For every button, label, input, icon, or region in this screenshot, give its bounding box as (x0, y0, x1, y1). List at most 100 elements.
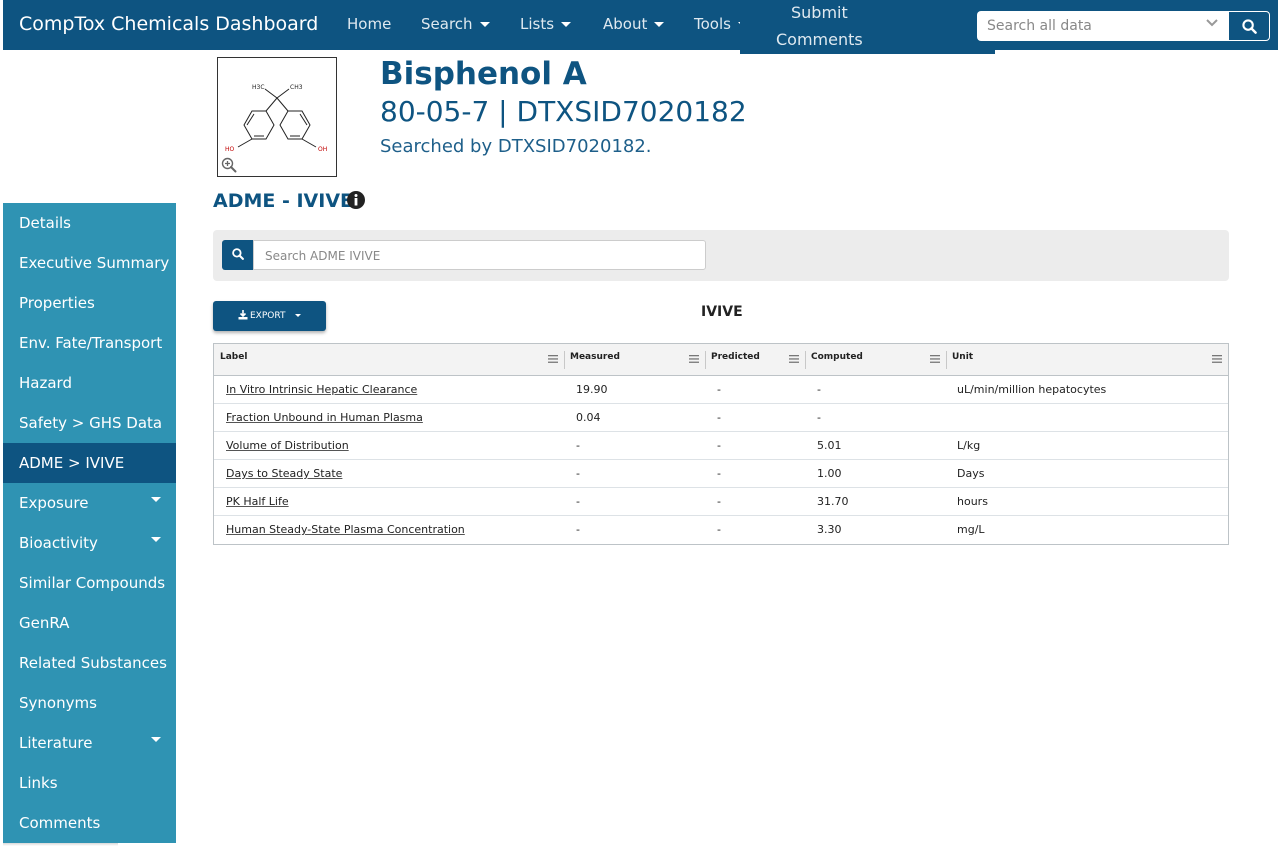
sidebar-item-synonyms[interactable]: Synonyms (3, 683, 176, 723)
sidebar-item-label: Bioactivity (19, 534, 98, 552)
cell-predicted: - (717, 439, 721, 452)
sidebar-item-literature[interactable]: Literature (3, 723, 176, 763)
search-icon (232, 248, 244, 260)
sidebar-item-label: Hazard (19, 374, 72, 392)
info-circle-icon[interactable] (346, 190, 366, 210)
caret-down-icon (295, 314, 301, 317)
row-label-link[interactable]: Volume of Distribution (226, 439, 349, 452)
cell-predicted: - (717, 467, 721, 480)
submit-label-line1: Submit (791, 3, 848, 22)
brand-title[interactable]: CompTox Chemicals Dashboard (19, 13, 319, 35)
submit-label-line2: Comments (776, 30, 863, 49)
sidebar-item-similar-compounds[interactable]: Similar Compounds (3, 563, 176, 603)
chemical-structure-image[interactable]: H3C CH3 HO OH (217, 57, 337, 177)
caret-down-icon[interactable] (151, 497, 161, 502)
sidebar-nav: Details Executive Summary Properties Env… (3, 203, 176, 843)
row-label-link[interactable]: Fraction Unbound in Human Plasma (226, 411, 423, 424)
sidebar-item-bioactivity[interactable]: Bioactivity (3, 523, 176, 563)
cell-measured: - (576, 439, 580, 452)
column-separator[interactable] (705, 351, 706, 369)
sidebar-item-safety-ghs[interactable]: Safety > GHS Data (3, 403, 176, 443)
section-search-button[interactable] (222, 240, 253, 270)
sidebar-item-label: Properties (19, 294, 95, 312)
nav-about-dropdown[interactable]: About (603, 15, 665, 33)
nav-home[interactable]: Home (347, 15, 392, 33)
nav-tools-label: Tools (694, 15, 731, 33)
global-search-input[interactable] (987, 15, 1187, 37)
column-menu-icon[interactable] (1212, 355, 1222, 363)
section-search-panel (213, 230, 1229, 281)
sidebar-item-label: Env. Fate/Transport (19, 334, 163, 352)
table-row: Fraction Unbound in Human Plasma 0.04 - … (214, 404, 1228, 432)
column-separator[interactable] (805, 351, 806, 369)
sidebar-item-links[interactable]: Links (3, 763, 176, 803)
sidebar-item-executive-summary[interactable]: Executive Summary (3, 243, 176, 283)
nav-lists-dropdown[interactable]: Lists (520, 15, 572, 33)
sidebar-item-label: ADME > IVIVE (19, 454, 125, 472)
cell-unit: uL/min/million hepatocytes (957, 383, 1107, 396)
caret-down-icon (479, 22, 490, 27)
cell-unit: hours (957, 495, 988, 508)
cell-measured: - (576, 523, 580, 536)
export-button[interactable]: EXPORT (213, 301, 326, 331)
table-row: In Vitro Intrinsic Hepatic Clearance 19.… (214, 376, 1228, 404)
sidebar-item-properties[interactable]: Properties (3, 283, 176, 323)
column-header-unit[interactable]: Unit (946, 344, 1228, 375)
column-header-text: Predicted (711, 352, 760, 362)
column-header-measured[interactable]: Measured (564, 344, 705, 375)
row-label-link[interactable]: In Vitro Intrinsic Hepatic Clearance (226, 383, 418, 396)
sidebar-item-genra[interactable]: GenRA (3, 603, 176, 643)
sidebar-item-adme-ivive[interactable]: ADME > IVIVE (3, 443, 176, 483)
nav-about-label: About (603, 15, 648, 33)
section-search-input[interactable] (265, 247, 685, 264)
column-header-label[interactable]: Label (214, 344, 564, 375)
caret-down-icon[interactable] (151, 737, 161, 742)
chevron-down-icon[interactable] (1206, 17, 1218, 29)
column-header-computed[interactable]: Computed (805, 344, 946, 375)
table-row: PK Half Life - - 31.70 hours (214, 488, 1228, 516)
sidebar-item-label: Literature (19, 734, 93, 752)
compound-name: Bisphenol A (380, 56, 587, 92)
cell-computed: - (817, 383, 821, 396)
cell-computed: - (817, 411, 821, 424)
download-icon (238, 310, 248, 320)
caret-down-icon[interactable] (151, 537, 161, 542)
cell-measured: 0.04 (576, 411, 601, 424)
column-menu-icon[interactable] (548, 355, 558, 363)
sidebar-item-label: Details (19, 214, 72, 232)
global-search-box (977, 11, 1228, 41)
cell-computed: 3.30 (817, 523, 842, 536)
sidebar-item-related-substances[interactable]: Related Substances (3, 643, 176, 683)
label-h3c: H3C (252, 84, 265, 91)
sidebar-shadow (3, 843, 118, 846)
sidebar-item-env-fate-transport[interactable]: Env. Fate/Transport (3, 323, 176, 363)
row-label-link[interactable]: PK Half Life (226, 495, 289, 508)
sidebar-item-label: Comments (19, 814, 101, 832)
label-ch3: CH3 (290, 84, 303, 91)
column-menu-icon[interactable] (930, 355, 940, 363)
top-navbar: CompTox Chemicals Dashboard Home Search … (3, 0, 1278, 54)
column-header-text: Unit (952, 352, 974, 362)
row-label-link[interactable]: Days to Steady State (226, 467, 343, 480)
sidebar-item-comments[interactable]: Comments (3, 803, 176, 843)
search-icon (1242, 19, 1257, 34)
nav-search-dropdown[interactable]: Search (421, 15, 490, 33)
zoom-in-icon[interactable] (221, 157, 237, 173)
label-ho: HO (225, 146, 235, 153)
sidebar-item-exposure[interactable]: Exposure (3, 483, 176, 523)
column-menu-icon[interactable] (789, 355, 799, 363)
sidebar-item-details[interactable]: Details (3, 203, 176, 243)
column-separator[interactable] (564, 351, 565, 369)
sidebar-item-hazard[interactable]: Hazard (3, 363, 176, 403)
row-label-link[interactable]: Human Steady-State Plasma Concentration (226, 523, 465, 536)
column-header-text: Computed (811, 352, 863, 362)
section-search-field (253, 240, 706, 270)
column-separator[interactable] (946, 351, 947, 369)
column-header-predicted[interactable]: Predicted (705, 344, 805, 375)
global-search-button[interactable] (1228, 11, 1270, 41)
table-row: Human Steady-State Plasma Concentration … (214, 516, 1228, 544)
sidebar-item-label: Exposure (19, 494, 89, 512)
submit-comments-button[interactable]: Submit Comments (740, 0, 995, 54)
column-menu-icon[interactable] (689, 355, 699, 363)
table-row: Volume of Distribution - - 5.01 L/kg (214, 432, 1228, 460)
